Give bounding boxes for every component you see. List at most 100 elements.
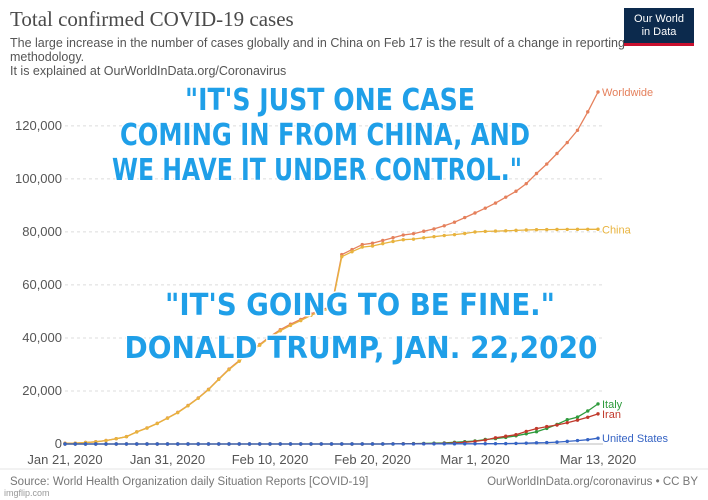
data-point [114, 437, 118, 441]
data-point [504, 229, 508, 233]
data-point [268, 335, 272, 340]
data-point [319, 442, 323, 446]
data-point [555, 423, 559, 427]
data-point [586, 409, 590, 413]
data-point [83, 442, 88, 446]
data-point [432, 227, 436, 231]
data-point [473, 230, 477, 234]
data-point [565, 417, 569, 422]
data-point [258, 442, 262, 446]
data-point [524, 181, 528, 186]
data-point [370, 244, 375, 248]
x-tick-label: Feb 20, 2020 [334, 452, 411, 467]
series-label: Italy [602, 399, 623, 411]
data-point [411, 231, 416, 236]
data-point [340, 442, 344, 446]
data-point [63, 442, 67, 446]
data-point [165, 416, 170, 420]
source: Source: World Health Organization daily … [10, 476, 368, 488]
data-point [545, 227, 549, 232]
data-point [534, 430, 539, 434]
data-point [360, 242, 364, 247]
data-point [411, 237, 416, 241]
x-tick-label: Feb 10, 2020 [232, 452, 309, 467]
data-point [534, 171, 539, 176]
data-point [370, 241, 375, 245]
y-tick-label: 80,000 [22, 224, 62, 239]
plot-area: 0 20,000 40,000 60,000 80,000 100,000 120,000 J… [15, 87, 669, 467]
y-tick-label: 120,000 [15, 118, 62, 133]
data-point [237, 442, 241, 446]
data-point [565, 439, 569, 444]
data-point [504, 434, 508, 438]
data-point [483, 442, 487, 446]
data-point [299, 442, 303, 446]
data-point [575, 415, 580, 419]
data-point [135, 430, 139, 434]
data-point [217, 442, 221, 446]
data-point [473, 211, 477, 215]
data-point [227, 367, 231, 372]
data-point [565, 140, 569, 145]
data-point [545, 424, 549, 429]
series-label: United States [602, 433, 669, 445]
data-point [442, 224, 446, 228]
data-point [596, 227, 600, 231]
data-point [504, 441, 508, 446]
data-point [268, 442, 272, 446]
data-point [514, 228, 518, 233]
data-point [360, 245, 364, 249]
data-point [493, 229, 498, 233]
data-point [391, 236, 395, 240]
meme-text: COMING IN FROM CHINA, AND [120, 118, 530, 153]
data-point [94, 442, 98, 446]
y-tick-label: 20,000 [22, 383, 62, 398]
data-point [463, 215, 467, 220]
data-point [586, 415, 590, 419]
data-point [483, 438, 487, 442]
x-tick-label: Jan 31, 2020 [130, 452, 205, 467]
data-point [104, 438, 108, 443]
data-point [391, 442, 395, 446]
logo-bar [624, 43, 694, 46]
meme-text: DONALD TRUMP, JAN. 22,2020 [125, 331, 598, 366]
data-point [288, 323, 293, 328]
data-point [411, 442, 416, 446]
data-point [555, 227, 559, 232]
x-tick-label: Mar 13, 2020 [560, 452, 637, 467]
data-point [565, 227, 569, 232]
data-point [545, 440, 549, 445]
data-point [206, 388, 211, 392]
data-point [73, 442, 77, 446]
data-point [514, 189, 518, 193]
data-point [514, 441, 518, 446]
data-point [483, 206, 487, 210]
x-tick-label: Jan 21, 2020 [27, 452, 102, 467]
data-point [381, 442, 385, 446]
data-point [288, 442, 293, 446]
data-point [524, 228, 528, 232]
logo-text: in Data [642, 26, 678, 38]
data-point [350, 442, 354, 446]
subtitle: The large increase in the number of case… [10, 36, 625, 50]
data-point [504, 195, 508, 199]
data-point [227, 442, 231, 446]
data-point [206, 442, 211, 446]
data-point [124, 442, 129, 446]
data-point [534, 426, 539, 431]
data-point [432, 442, 436, 446]
source-url[interactable]: OurWorldInData.org/coronavirus • CC BY [487, 476, 698, 488]
chart-title: Total confirmed COVID-19 cases [10, 7, 294, 31]
data-point [278, 329, 282, 333]
data-point [309, 442, 313, 446]
data-point [596, 436, 600, 440]
meme-text: WE HAVE IT UNDER CONTROL." [112, 153, 522, 188]
data-point [586, 227, 590, 231]
data-point [196, 396, 200, 400]
data-point [473, 439, 477, 444]
data-point [145, 426, 149, 430]
logo[interactable]: Our World in Data [624, 8, 694, 46]
data-point [483, 229, 487, 234]
data-point [442, 442, 446, 446]
